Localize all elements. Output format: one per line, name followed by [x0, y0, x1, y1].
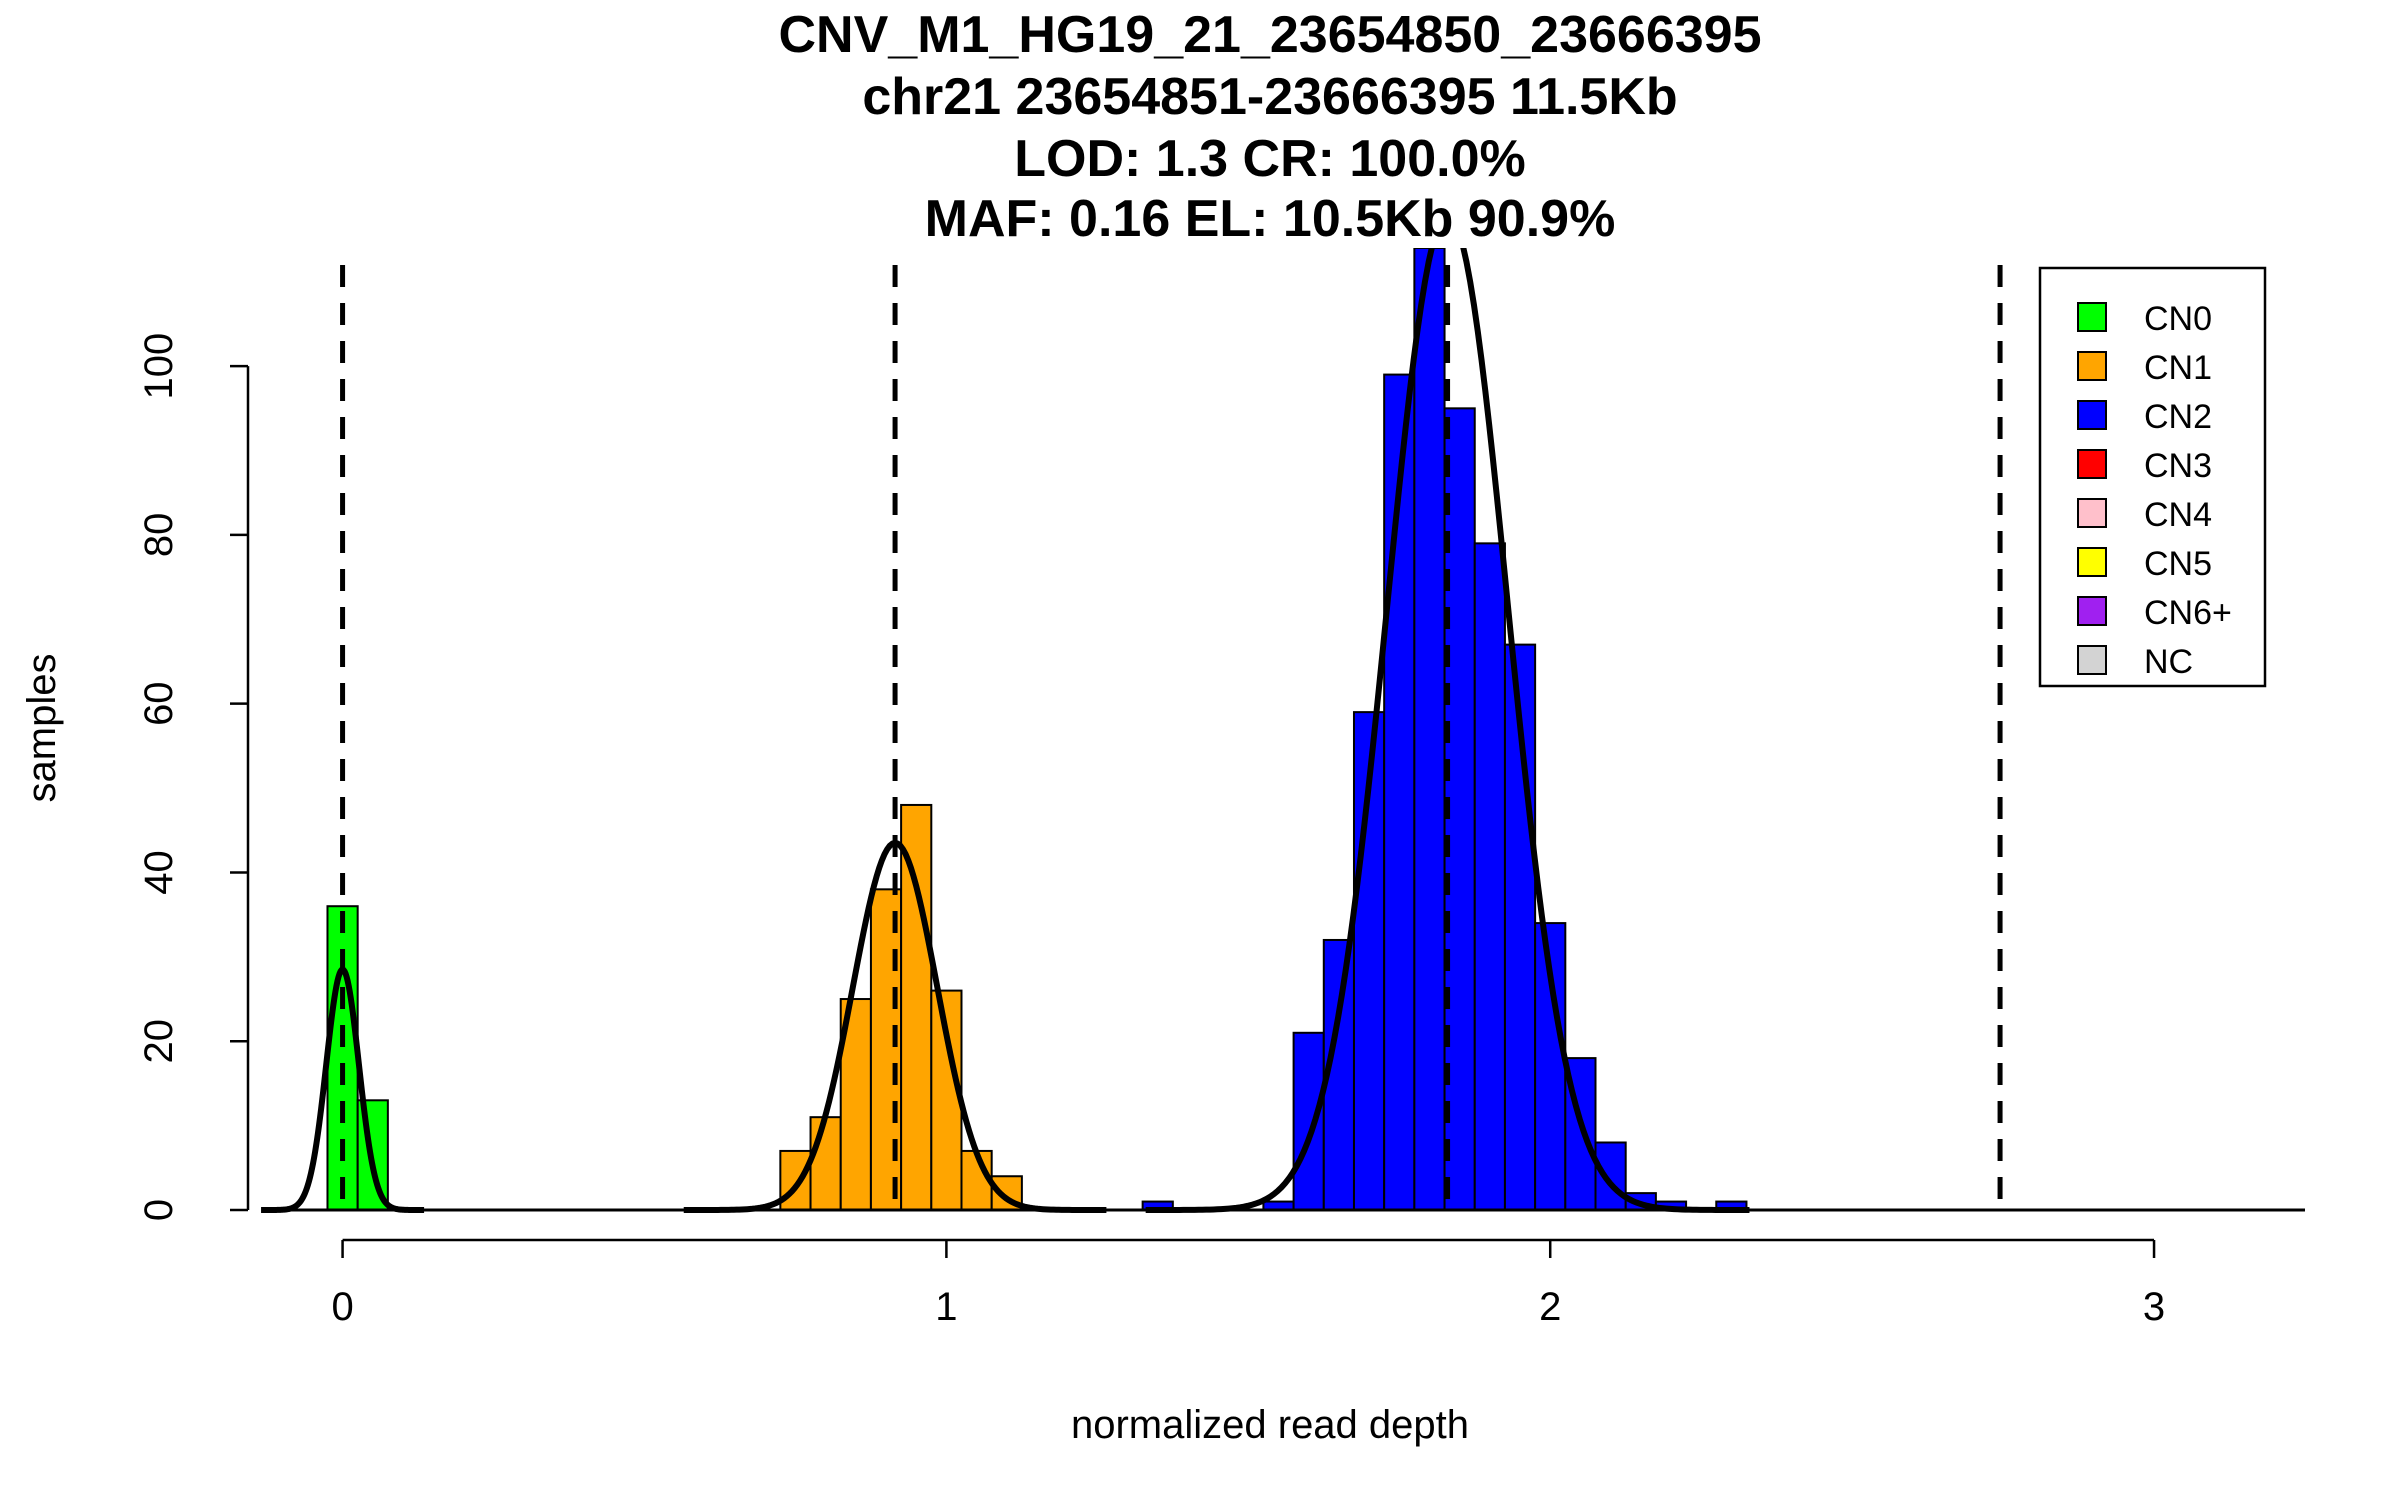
legend-label-cn5: CN5 [2144, 545, 2212, 583]
x-tick-label-3: 3 [2143, 1285, 2165, 1329]
chart-title: CNV_M1_HG19_21_23654850_23666395 chr21 2… [778, 6, 1761, 248]
legend-label-cn2: CN2 [2144, 398, 2212, 436]
bar-cn1-4 [900, 803, 933, 1212]
legend-label-nc: NC [2144, 643, 2193, 681]
legend-label-cn4: CN4 [2144, 496, 2212, 534]
legend-swatch-cn5 [2077, 547, 2107, 577]
title-line-1: CNV_M1_HG19_21_23654850_23666395 [778, 6, 1761, 64]
legend-swatch-cn2 [2077, 400, 2107, 430]
legend: CN0 CN1 CN2 CN3 CN4 CN5 CN6+ NC [2038, 266, 2267, 688]
fit-curve-2 [1145, 248, 1750, 1213]
y-tick-label-1: 20 [137, 1019, 181, 1064]
x-axis-label: normalized read depth [1071, 1403, 1469, 1447]
title-line-4: MAF: 0.16 EL: 10.5Kb 90.9% [925, 190, 1616, 248]
title-line-3: LOD: 1.3 CR: 100.0% [1014, 130, 1526, 188]
y-tick-label-3: 60 [137, 681, 181, 726]
legend-swatch-cn6plus [2077, 596, 2107, 626]
bar-cn2-6 [1413, 248, 1446, 1211]
cn-threshold-lines [340, 265, 2003, 1210]
y-tick-label-5: 100 [137, 333, 181, 400]
title-line-2: chr21 23654851-23666395 11.5Kb [862, 68, 1677, 126]
bar-cn2-2 [1292, 1031, 1325, 1211]
x-tick-label-0: 0 [331, 1285, 353, 1329]
x-tick-label-1: 1 [935, 1285, 957, 1329]
y-tick-label-4: 80 [137, 513, 181, 558]
x-tick-label-2: 2 [1539, 1285, 1561, 1329]
bar-cn1-1 [809, 1116, 842, 1211]
y-axis-label: samples [20, 654, 64, 803]
legend-swatch-cn0 [2077, 302, 2107, 332]
axes: 0 1 2 3 0 20 40 60 80 100 [137, 333, 2165, 1329]
bar-cn2-12 [1594, 1141, 1627, 1211]
legend-label-cn1: CN1 [2144, 349, 2212, 387]
legend-swatch-cn4 [2077, 498, 2107, 528]
bar-cn1-3 [869, 888, 903, 1211]
y-tick-label-2: 40 [137, 850, 181, 895]
legend-swatch-cn3 [2077, 449, 2107, 479]
bar-cn2-8 [1473, 542, 1506, 1211]
legend-label-cn0: CN0 [2144, 300, 2212, 338]
legend-label-cn6plus: CN6+ [2144, 594, 2232, 632]
legend-swatch-nc [2077, 645, 2107, 675]
y-tick-label-0: 0 [137, 1199, 181, 1221]
legend-swatch-cn1 [2077, 351, 2107, 381]
legend-label-cn3: CN3 [2144, 447, 2212, 485]
